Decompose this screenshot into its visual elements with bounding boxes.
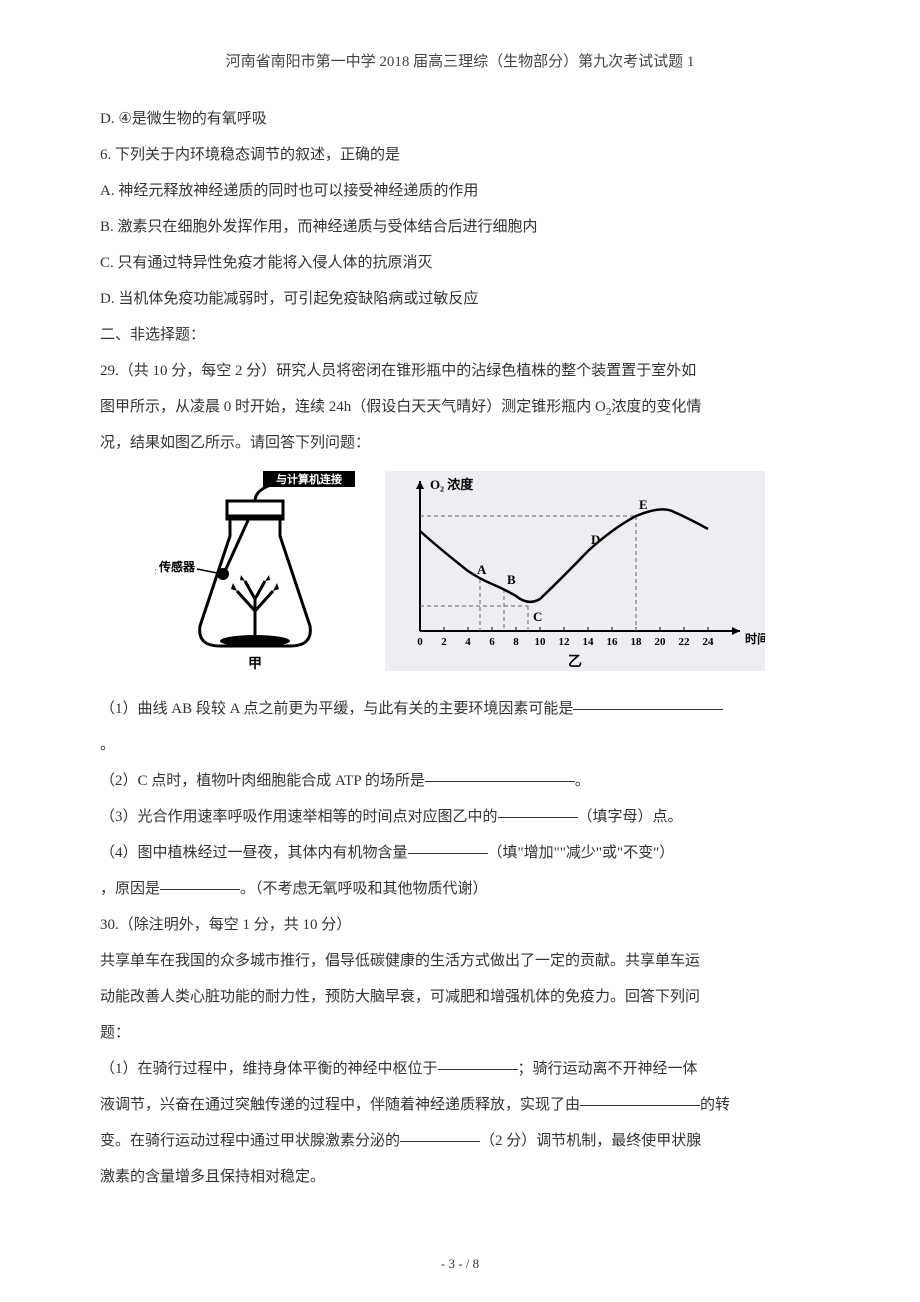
text-line: 图甲所示，从凌晨 0 时开始，连续 24h（假设白天天气晴好）测定锥形瓶内 O2… <box>100 389 820 425</box>
text-line: 6. 下列关于内环境稳态调节的叙述，正确的是 <box>100 137 820 173</box>
page-footer: - 3 - / 8 <box>0 1256 920 1272</box>
label-sensor: O₂ 传感器 <box>155 559 196 574</box>
svg-text:16: 16 <box>607 636 619 648</box>
label-yi: 乙 <box>568 654 582 670</box>
text-span: （3）光合作用速率呼吸作用速举相等的时间点对应图乙中的 <box>100 809 498 825</box>
text-line: 激素的含量增多且保持相对稳定。 <box>100 1159 820 1195</box>
question-line: （3）光合作用速率呼吸作用速举相等的时间点对应图乙中的 （填字母）点。 <box>100 799 820 835</box>
label-jia: 甲 <box>248 656 262 671</box>
label-computer: 与计算机连接 <box>276 472 342 486</box>
svg-text:24: 24 <box>703 636 715 648</box>
svg-text:8: 8 <box>513 636 519 648</box>
text-span: （填"增加""减少"或"不变"） <box>488 845 675 861</box>
question-line: 液调节，兴奋在通过突触传递的过程中，伴随着神经递质释放，实现了由 的转 <box>100 1087 820 1123</box>
text-span: 变。在骑行运动过程中通过甲状腺激素分泌的 <box>100 1133 400 1149</box>
blank-field[interactable] <box>580 1105 700 1106</box>
text-span: （2 分）调节机制，最终使甲状腺 <box>480 1133 701 1149</box>
x-axis-label: 时间/h <box>745 631 765 646</box>
blank-field[interactable] <box>408 853 488 854</box>
text-line: C. 只有通过特异性免疫才能将入侵人体的抗原消灭 <box>100 245 820 281</box>
svg-text:0: 0 <box>417 636 423 648</box>
page-header: 河南省南阳市第一中学 2018 届高三理综（生物部分）第九次考试试题 1 <box>100 50 820 71</box>
section-heading: 二、非选择题： <box>100 317 820 353</box>
question-line: （4）图中植株经过一昼夜，其体内有机物含量 （填"增加""减少"或"不变"） <box>100 835 820 871</box>
blank-field[interactable] <box>498 817 578 818</box>
text-span: 浓度的变化情 <box>611 399 701 415</box>
text-span: 。（不考虑无氧呼吸和其他物质代谢） <box>240 881 488 897</box>
figure-container: 与计算机连接 O₂ 传感器 甲 O₂ 浓度 时间/h 0 2 4 6 8 <box>100 471 820 676</box>
svg-text:4: 4 <box>465 636 471 648</box>
text-span: （2）C 点时，植物叶肉细胞能合成 ATP 的场所是 <box>100 773 425 789</box>
text-span: （1）曲线 AB 段较 A 点之前更为平缓，与此有关的主要环境因素可能是 <box>100 701 573 717</box>
text-span: 液调节，兴奋在通过突触传递的过程中，伴随着神经递质释放，实现了由 <box>100 1097 580 1113</box>
blank-field[interactable] <box>573 709 723 710</box>
svg-text:10: 10 <box>535 636 547 648</box>
text-line: D. 当机体免疫功能减弱时，可引起免疫缺陷病或过敏反应 <box>100 281 820 317</box>
svg-text:D: D <box>591 532 600 547</box>
question-line: 变。在骑行运动过程中通过甲状腺激素分泌的 （2 分）调节机制，最终使甲状腺 <box>100 1123 820 1159</box>
text-span: （填字母）点。 <box>578 809 683 825</box>
svg-text:B: B <box>507 572 516 587</box>
text-line: 动能改善人类心脏功能的耐力性，预防大脑早衰，可减肥和增强机体的免疫力。回答下列问 <box>100 979 820 1015</box>
question-line: （2）C 点时，植物叶肉细胞能合成 ATP 的场所是 。 <box>100 763 820 799</box>
svg-text:12: 12 <box>559 636 571 648</box>
svg-text:20: 20 <box>655 636 667 648</box>
question-line: （1）曲线 AB 段较 A 点之前更为平缓，与此有关的主要环境因素可能是 <box>100 691 820 727</box>
question-line: （1）在骑行过程中，维持身体平衡的神经中枢位于 ；骑行运动离不开神经一体 <box>100 1051 820 1087</box>
text-span: ，原因是 <box>100 881 160 897</box>
svg-text:18: 18 <box>631 636 643 648</box>
blank-field[interactable] <box>438 1069 518 1070</box>
svg-text:22: 22 <box>679 636 691 648</box>
text-line: 况，结果如图乙所示。请回答下列问题： <box>100 425 820 461</box>
text-span: （4）图中植株经过一昼夜，其体内有机物含量 <box>100 845 408 861</box>
blank-field[interactable] <box>160 889 240 890</box>
text-span: 。 <box>575 773 590 789</box>
text-line: 共享单车在我国的众多城市推行，倡导低碳健康的生活方式做出了一定的贡献。共享单车运 <box>100 943 820 979</box>
text-line: A. 神经元释放神经递质的同时也可以接受神经递质的作用 <box>100 173 820 209</box>
figure-right-chart: O₂ 浓度 时间/h 0 2 4 6 8 10 12 14 16 18 20 2… <box>385 471 765 676</box>
svg-text:6: 6 <box>489 636 495 648</box>
text-span: ；骑行运动离不开神经一体 <box>518 1061 698 1077</box>
svg-text:C: C <box>533 609 542 624</box>
svg-text:14: 14 <box>583 636 595 648</box>
blank-field[interactable] <box>425 781 575 782</box>
text-line: 题： <box>100 1015 820 1051</box>
text-span: 的转 <box>700 1097 730 1113</box>
text-line: 30.（除注明外，每空 1 分，共 10 分） <box>100 907 820 943</box>
blank-field[interactable] <box>400 1141 480 1142</box>
text-line: 。 <box>100 727 820 763</box>
text-span: 图甲所示，从凌晨 0 时开始，连续 24h（假设白天天气晴好）测定锥形瓶内 O <box>100 399 606 415</box>
y-axis-label: O₂ 浓度 <box>430 477 474 492</box>
text-span: （1）在骑行过程中，维持身体平衡的神经中枢位于 <box>100 1061 438 1077</box>
figure-left-flask: 与计算机连接 O₂ 传感器 甲 <box>155 471 355 676</box>
svg-text:2: 2 <box>441 636 447 648</box>
text-line: B. 激素只在细胞外发挥作用，而神经递质与受体结合后进行细胞内 <box>100 209 820 245</box>
svg-text:A: A <box>477 562 487 577</box>
text-line: D. ④是微生物的有氧呼吸 <box>100 101 820 137</box>
svg-text:E: E <box>639 497 648 512</box>
question-line: ，原因是 。（不考虑无氧呼吸和其他物质代谢） <box>100 871 820 907</box>
text-line: 29.（共 10 分，每空 2 分）研究人员将密闭在锥形瓶中的沾绿色植株的整个装… <box>100 353 820 389</box>
